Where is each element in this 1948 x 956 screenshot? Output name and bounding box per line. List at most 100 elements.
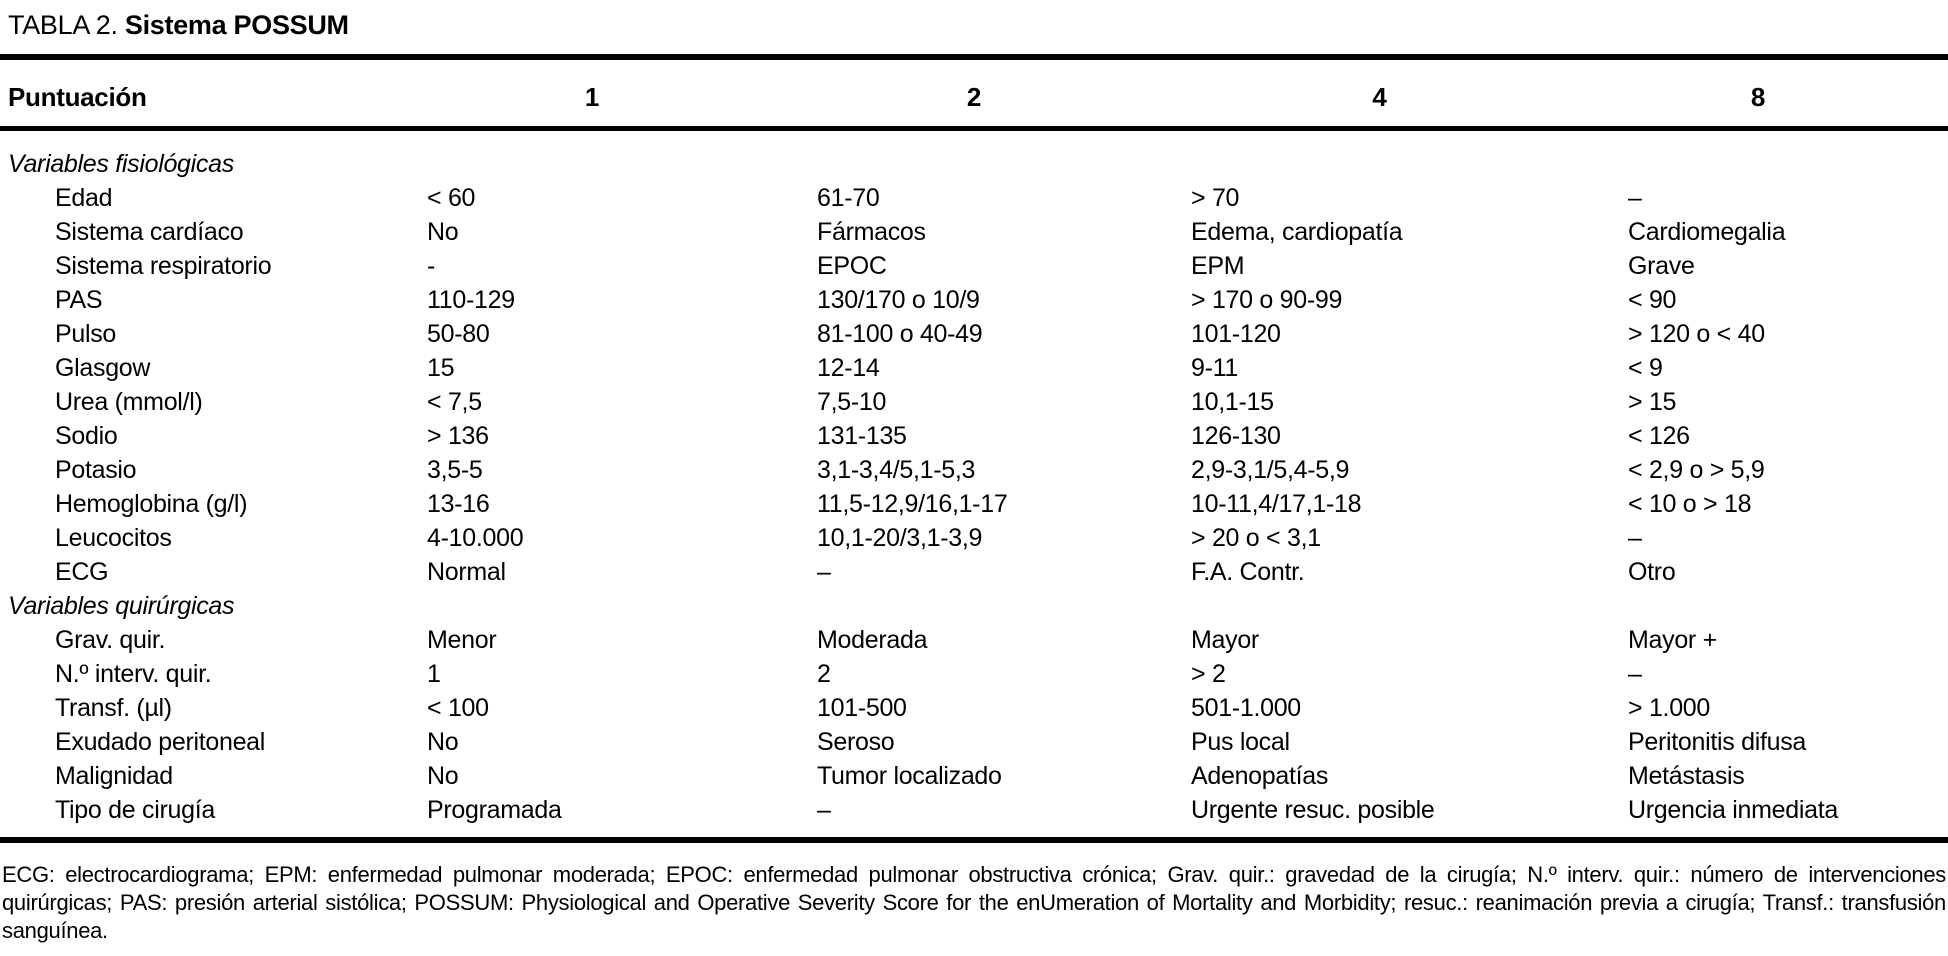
table-row: Tipo de cirugía Programada – Urgente resuc.… [0,793,1948,840]
row-value: Grave [1628,252,1695,280]
row-value: No [427,728,459,756]
row-value: 11,5-12,9/16,1-17 [817,490,1008,518]
table-row: Sistema cardíaco No Fármacos Edema, cardiop… [0,215,1948,249]
row-label: Transf. (µl) [55,694,172,722]
table-row: PAS 110-129 130/170 o 10/9 > 170 o 90-99 < 9… [0,283,1948,317]
row-label: PAS [55,286,103,314]
row-value: < 90 [1628,286,1677,314]
row-value: > 70 [1191,184,1240,212]
table-row: N.º interv. quir. 1 2 > 2 – [0,657,1948,691]
section-title-row: Variables quirúrgicas [0,589,1948,623]
row-value: > 170 o 90-99 [1191,286,1343,314]
row-value: Tumor localizado [817,762,1002,790]
row-value: 101-120 [1191,320,1281,348]
row-label: Sodio [55,422,118,450]
row-value: Seroso [817,728,895,756]
row-value: 10,1-20/3,1-3,9 [817,524,983,552]
row-value: 110-129 [427,286,515,314]
row-value: < 7,5 [427,388,482,416]
row-label: Hemoglobina (g/l) [55,490,248,518]
row-value: 81-100 o 40-49 [817,320,983,348]
row-value: Normal [427,558,506,586]
row-label: Grav. quir. [55,626,166,654]
section-title: Variables quirúrgicas [8,592,235,620]
table-row: Grav. quir. Menor Moderada Mayor Mayor + [0,623,1948,657]
row-value: < 9 [1628,354,1663,382]
row-value: 131-135 [817,422,907,450]
possum-table: Puntuación 1 2 4 8 Variables fisiológica… [0,60,1948,843]
footnote: ECG: electrocardiograma; EPM: enfermedad… [2,862,1946,943]
row-value: 10-11,4/17,1-18 [1191,490,1362,518]
row-value: Urgente resuc. posible [1191,796,1435,824]
row-value: 101-500 [817,694,907,722]
row-label: Potasio [55,456,137,484]
row-label: N.º interv. quir. [55,660,212,688]
row-label: Glasgow [55,354,151,382]
row-value: F.A. Contr. [1191,558,1305,586]
row-value: 12-14 [817,354,880,382]
row-value: 13-16 [427,490,490,518]
table-row: Potasio 3,5-5 3,1-3,4/5,1-5,3 2,9-3,1/5,4-5… [0,453,1948,487]
header-puntuacion: Puntuación [0,60,427,131]
row-value: Fármacos [817,218,926,246]
table-row: Urea (mmol/l) < 7,5 7,5-10 10,1-15 > 15 [0,385,1948,419]
row-value: Edema, cardiopatía [1191,218,1403,246]
table-row: Glasgow 15 12-14 9-11 < 9 [0,351,1948,385]
row-value: – [817,558,831,586]
row-value: 15 [427,354,455,382]
row-value: 4-10.000 [427,524,524,552]
row-value: < 2,9 o > 5,9 [1628,456,1765,484]
header-score-2: 2 [817,60,1191,131]
table-row: Leucocitos 4-10.000 10,1-20/3,1-3,9 > 20 o … [0,521,1948,555]
table-row: Exudado peritoneal No Seroso Pus local Perit… [0,725,1948,759]
table-row: ECG Normal – F.A. Contr. Otro [0,555,1948,589]
row-label: Edad [55,184,113,212]
row-value: Cardiomegalia [1628,218,1786,246]
row-value: Urgencia inmediata [1628,796,1838,824]
row-value: > 136 [427,422,489,450]
row-label: Sistema cardíaco [55,218,244,246]
row-value: Mayor [1191,626,1259,654]
row-value: EPM [1191,252,1245,280]
table-title: Sistema POSSUM [124,10,349,40]
row-value: < 60 [427,184,476,212]
row-value: EPOC [817,252,887,280]
row-value: 10,1-15 [1191,388,1274,416]
table-row: Sodio > 136 131-135 126-130 < 126 [0,419,1948,453]
section-title: Variables fisiológicas [8,150,234,178]
row-value: No [427,218,459,246]
row-value: > 2 [1191,660,1226,688]
row-value: – [817,796,831,824]
row-value: Programada [427,796,562,824]
row-value: 9-11 [1191,354,1238,382]
header-score-8: 8 [1628,60,1948,131]
row-value: 50-80 [427,320,490,348]
row-value: 2,9-3,1/5,4-5,9 [1191,456,1350,484]
row-value: 7,5-10 [817,388,887,416]
row-value: 2 [817,660,831,688]
row-value: 3,1-3,4/5,1-5,3 [817,456,976,484]
row-label: Exudado peritoneal [55,728,266,756]
row-value: Adenopatías [1191,762,1329,790]
row-value: > 120 o < 40 [1628,320,1765,348]
row-value: – [1628,524,1642,552]
table-row: Malignidad No Tumor localizado Adenopatías M… [0,759,1948,793]
row-value: Otro [1628,558,1676,586]
row-value: Peritonitis difusa [1628,728,1807,756]
section-title-row: Variables fisiológicas [0,129,1948,182]
row-value: < 10 o > 18 [1628,490,1752,518]
row-value: 501-1.000 [1191,694,1301,722]
row-value: 130/170 o 10/9 [817,286,980,314]
row-label: Leucocitos [55,524,172,552]
row-value: < 100 [427,694,489,722]
row-value: > 20 o < 3,1 [1191,524,1321,552]
table-label: TABLA 2. [8,10,118,40]
row-label: ECG [55,558,109,586]
row-value: – [1628,660,1642,688]
row-label: Sistema respiratorio [55,252,272,280]
row-value: 126-130 [1191,422,1281,450]
table-body: Variables fisiológicas Edad < 60 61-70 > 70 –… [0,129,1948,841]
header-score-4: 4 [1191,60,1628,131]
table-row: Pulso 50-80 81-100 o 40-49 101-120 > 120 o <… [0,317,1948,351]
row-value: Metástasis [1628,762,1745,790]
